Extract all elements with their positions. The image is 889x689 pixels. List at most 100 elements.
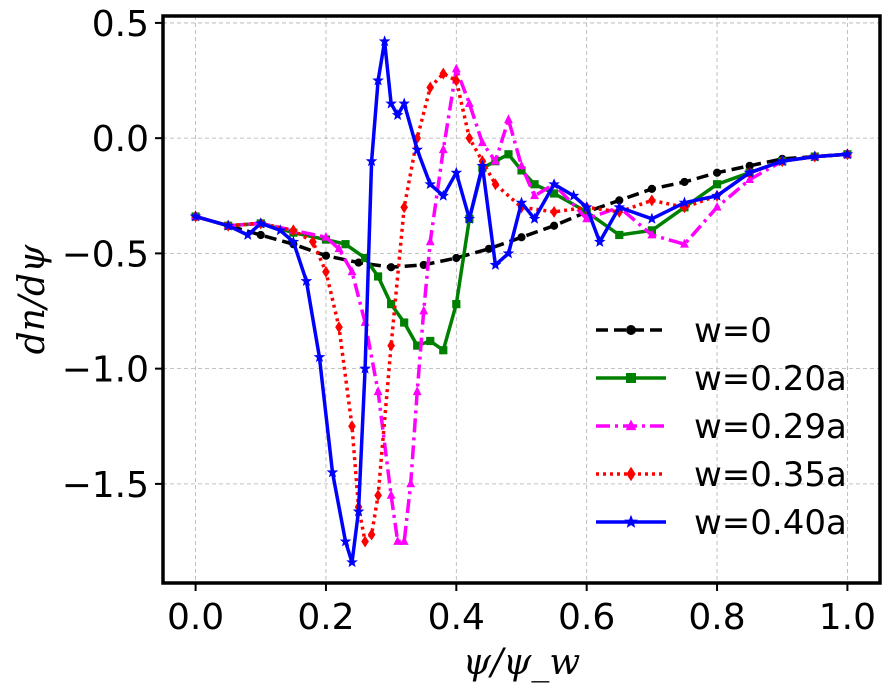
- data-point: [289, 224, 298, 237]
- legend: w=0 w=0.20a w=0.29a w=0.35a w=0.40a: [596, 311, 847, 543]
- legend-marker: [626, 325, 636, 335]
- x-axis-label: ψ/ψ_w: [463, 642, 581, 683]
- legend-label: w=0.20a: [694, 359, 847, 399]
- data-point: [465, 132, 474, 145]
- x-tick-label: 0.0: [167, 597, 224, 638]
- y-axis-label: dn/dψ: [12, 244, 53, 354]
- data-point: [425, 236, 435, 246]
- data-point: [502, 247, 515, 259]
- data-point: [491, 155, 500, 165]
- data-point: [365, 155, 378, 167]
- x-tick-label: 0.2: [297, 597, 354, 638]
- data-point: [256, 230, 265, 240]
- data-point: [504, 114, 513, 124]
- data-point: [400, 201, 409, 214]
- data-point: [680, 177, 689, 187]
- y-axis: 0.5 0.0 −0.5 −1.0 −1.5: [62, 4, 163, 506]
- data-point: [354, 258, 363, 267]
- data-point: [550, 205, 558, 218]
- data-point: [452, 300, 461, 309]
- data-point: [743, 166, 756, 178]
- data-point: [647, 229, 657, 239]
- x-axis: 0.0 0.2 0.4 0.6 0.8 1.0: [167, 583, 876, 638]
- data-point: [367, 528, 376, 541]
- data-point: [385, 97, 397, 109]
- y-tick-label: 0.5: [92, 4, 149, 45]
- data-point: [549, 221, 559, 230]
- data-point: [477, 137, 487, 147]
- data-point: [386, 489, 396, 499]
- data-point: [334, 243, 344, 253]
- data-point: [489, 258, 502, 270]
- data-point: [254, 217, 267, 229]
- data-point: [309, 235, 317, 248]
- data-point: [712, 180, 722, 189]
- data-point: [593, 235, 606, 247]
- data-point: [680, 238, 689, 248]
- data-point: [450, 166, 463, 178]
- data-point: [346, 556, 358, 568]
- data-point: [335, 321, 343, 334]
- grid: [163, 16, 880, 583]
- data-point: [438, 144, 448, 154]
- data-point: [412, 386, 422, 396]
- data-point: [378, 35, 391, 47]
- y-tick-label: −1.0: [62, 350, 149, 391]
- series-line: [195, 71, 848, 544]
- data-point: [528, 212, 541, 224]
- data-point: [398, 97, 410, 109]
- data-point: [452, 74, 461, 87]
- data-point: [406, 478, 416, 488]
- x-tick-label: 0.8: [688, 597, 745, 638]
- data-point: [400, 318, 409, 327]
- data-point: [419, 305, 429, 315]
- data-point: [582, 213, 592, 223]
- x-tick-label: 1.0: [819, 597, 876, 638]
- data-point: [439, 67, 448, 80]
- data-point: [548, 178, 560, 190]
- data-point: [463, 212, 476, 224]
- data-point: [399, 536, 409, 545]
- series-line: [195, 152, 848, 269]
- data-point: [712, 168, 722, 177]
- data-point: [373, 386, 383, 396]
- data-point: [647, 184, 656, 193]
- data-point: [776, 155, 789, 167]
- data-point: [809, 150, 821, 162]
- data-point: [424, 178, 437, 190]
- x-tick-label: 0.6: [558, 597, 615, 638]
- plot-frame: [161, 14, 882, 585]
- data-point: [648, 194, 656, 207]
- data-point: [348, 420, 356, 433]
- data-point: [711, 189, 723, 201]
- data-point: [300, 275, 313, 286]
- data-point: [517, 233, 526, 242]
- data-point: [347, 266, 357, 276]
- data-point: [374, 272, 383, 281]
- data-point: [322, 265, 330, 278]
- data-point: [326, 466, 339, 478]
- data-point: [241, 228, 254, 240]
- y-tick-label: 0.0: [92, 119, 149, 160]
- data-point: [393, 536, 403, 545]
- data-point: [387, 263, 396, 272]
- series-w=0.29a: [191, 63, 852, 545]
- data-point: [339, 535, 352, 547]
- data-point: [615, 230, 624, 240]
- data-point: [678, 196, 691, 208]
- data-point: [491, 178, 500, 191]
- data-point: [567, 189, 580, 201]
- data-point: [452, 253, 461, 263]
- data-point: [613, 201, 626, 213]
- data-point: [352, 505, 365, 517]
- data-point: [387, 300, 396, 309]
- data-point: [411, 143, 424, 155]
- data-point: [361, 535, 369, 548]
- data-point: [321, 231, 331, 241]
- data-point: [712, 201, 722, 211]
- y-tick-label: −0.5: [62, 234, 149, 275]
- data-point: [646, 212, 658, 224]
- data-point: [745, 174, 755, 184]
- data-point: [476, 159, 489, 171]
- data-point: [437, 189, 450, 201]
